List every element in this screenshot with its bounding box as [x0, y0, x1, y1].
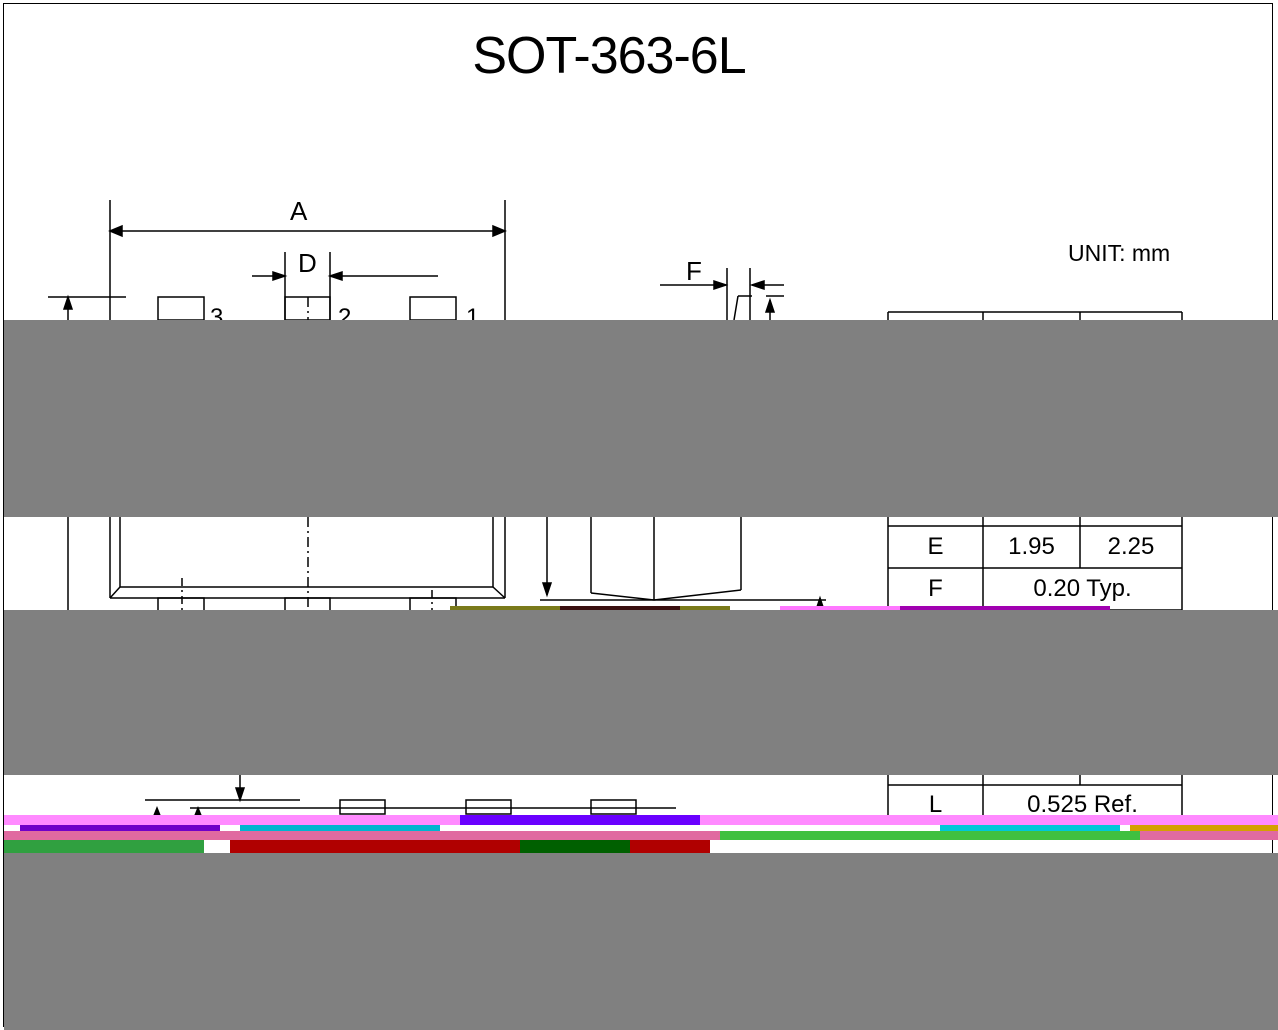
- dim-label-f: F: [686, 256, 702, 286]
- redaction-band: [4, 610, 1278, 775]
- redaction-band: [4, 320, 1278, 517]
- table-cell-min: 1.95: [1008, 533, 1055, 560]
- table-cell-value: 0.525 Ref.: [1027, 791, 1138, 814]
- pin-label-1: 1: [466, 304, 480, 320]
- drawing-title: SOT-363-6L: [472, 27, 746, 85]
- table-cell-symbol: E: [927, 533, 944, 560]
- table-cell-max: 2.25: [1107, 533, 1155, 560]
- unit-label: UNIT: mm: [1068, 240, 1171, 266]
- table-cell-symbol: L: [928, 791, 943, 814]
- dim-label-d: D: [298, 248, 317, 278]
- table-cell-value: 0.20 Typ.: [1033, 575, 1132, 602]
- pin-label-2: 2: [338, 304, 352, 320]
- table-cell-symbol: F: [928, 575, 943, 602]
- redaction-band: [4, 853, 1278, 1030]
- dim-label-a: A: [290, 196, 308, 226]
- pin-label-3: 3: [210, 304, 224, 320]
